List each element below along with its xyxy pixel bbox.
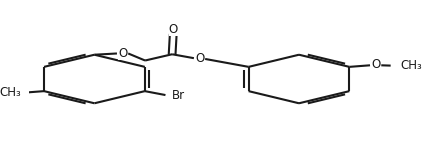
- Text: O: O: [196, 52, 205, 65]
- Text: Br: Br: [172, 89, 185, 102]
- Text: CH₃: CH₃: [400, 59, 422, 72]
- Text: CH₃: CH₃: [0, 86, 22, 99]
- Text: O: O: [371, 58, 381, 71]
- Text: O: O: [169, 23, 178, 36]
- Text: O: O: [118, 46, 128, 60]
